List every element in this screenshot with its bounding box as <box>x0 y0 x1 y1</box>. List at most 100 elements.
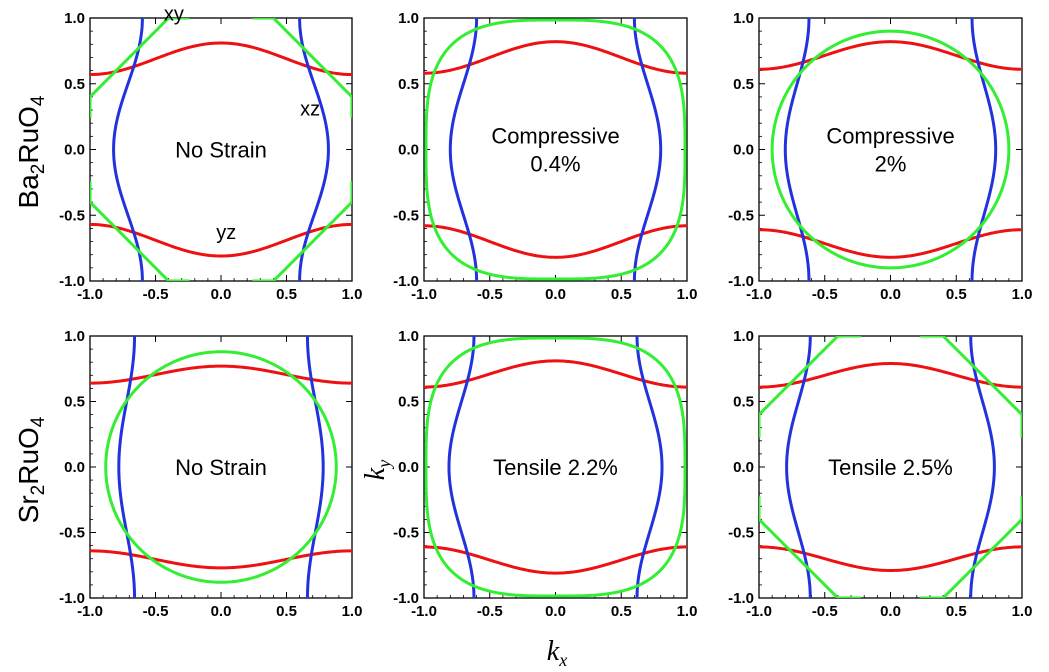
panel-curves <box>424 18 687 281</box>
xy-band-line <box>919 496 1022 598</box>
yz-band-line <box>424 545 687 575</box>
y-tick-label: -0.5 <box>59 525 85 542</box>
xy-band-line <box>424 18 687 281</box>
y-tick-label: 0.5 <box>64 394 85 411</box>
yz-band-line <box>424 359 687 389</box>
yz-band-line <box>90 364 352 385</box>
panel-label: Tensile 2.5% <box>828 455 953 480</box>
x-tick-label: -0.5 <box>477 603 503 620</box>
y-tick-label: -1.0 <box>393 273 419 290</box>
yz-band-line <box>424 224 687 259</box>
x-tick-label: 1.0 <box>342 603 363 620</box>
y-tick-label: 1.0 <box>64 328 85 345</box>
x-tick-label: 0.0 <box>545 286 566 303</box>
band-label-xz: xz <box>300 98 320 120</box>
x-tick-label: -1.0 <box>746 286 772 303</box>
yz-band-line <box>759 40 1022 71</box>
row-label-bottom: Sr2RuO4 <box>13 416 49 523</box>
xy-band-line <box>252 18 352 118</box>
xz-band-line <box>117 336 137 598</box>
y-tick-label: -1.0 <box>728 590 754 607</box>
xz-band-line <box>112 18 144 281</box>
x-tick-label: -0.5 <box>812 286 838 303</box>
xy-band-line <box>104 350 338 584</box>
xz-band-line <box>970 18 998 281</box>
yz-band-line <box>424 40 687 75</box>
y-tick-label: -1.0 <box>59 590 85 607</box>
panel-curves <box>90 336 352 598</box>
x-tick-label: 0.0 <box>880 286 901 303</box>
y-tick-label: 0.0 <box>64 459 85 476</box>
panel-ba-none: -1.0-1.0 -0.5 -0.5 0.0 0.0 0.5 0.5 1.0 1.0 No Str… <box>59 4 362 303</box>
x-tick-label: -1.0 <box>746 603 772 620</box>
xz-band-line <box>305 336 325 598</box>
panel-sr-none: -1.0-1.0 -0.5 -0.5 0.0 0.0 0.5 0.5 1.0 1.0 No Str… <box>59 328 362 620</box>
x-tick-label: 0.5 <box>276 603 297 620</box>
xz-band-line <box>298 18 330 281</box>
x-tick-label: 1.0 <box>677 286 698 303</box>
x-tick-label: -1.0 <box>77 286 103 303</box>
panel-curves <box>759 18 1022 281</box>
x-tick-label: 0.5 <box>946 603 967 620</box>
x-tick-label: -0.5 <box>143 603 169 620</box>
y-tick-label: 0.0 <box>733 142 754 159</box>
x-tick-label: 0.0 <box>880 603 901 620</box>
x-tick-label: 0.0 <box>211 286 232 303</box>
xz-band-line <box>632 18 663 281</box>
xz-band-line <box>783 18 811 281</box>
x-tick-label: -1.0 <box>411 286 437 303</box>
x-tick-label: -1.0 <box>77 603 103 620</box>
panel-label: No Strain <box>175 138 267 163</box>
panel-ba-comp04: -1.0-1.0 -0.5 -0.5 0.0 0.0 0.5 0.5 1.0 1.0 Compre… <box>393 10 697 303</box>
row-label-top: Ba2RuO4 <box>13 95 49 208</box>
xz-band-line <box>969 336 996 598</box>
y-tick-label: 1.0 <box>64 10 85 27</box>
panel-sr-tens22: -1.0-1.0 -0.5 -0.5 0.0 0.0 0.5 0.5 1.0 1.0 Tensil… <box>393 328 697 620</box>
xz-band-line <box>635 336 664 598</box>
panel-label: Tensile 2.2% <box>493 455 618 480</box>
xz-band-line <box>448 18 479 281</box>
y-tick-label: -1.0 <box>728 273 754 290</box>
y-tick-label: -0.5 <box>393 207 419 224</box>
y-tick-label: -1.0 <box>393 590 419 607</box>
y-tick-label: 0.5 <box>398 76 419 93</box>
xy-band-line <box>252 181 352 281</box>
xy-band-line <box>770 29 1011 270</box>
y-tick-label: 0.0 <box>733 459 754 476</box>
y-tick-label: -0.5 <box>393 525 419 542</box>
x-tick-label: 0.5 <box>611 286 632 303</box>
x-tick-label: 0.5 <box>276 286 297 303</box>
band-label-xy: xy <box>164 4 184 26</box>
x-tick-label: 1.0 <box>1012 286 1033 303</box>
x-tick-label: 1.0 <box>342 286 363 303</box>
panel-ba-comp2: -1.0-1.0 -0.5 -0.5 0.0 0.0 0.5 0.5 1.0 1.0 Compre… <box>728 10 1032 303</box>
panel-curves <box>90 18 352 281</box>
y-tick-label: -1.0 <box>59 273 85 290</box>
y-tick-label: 1.0 <box>733 10 754 27</box>
panel-label: Compressive <box>491 124 619 149</box>
y-tick-label: -0.5 <box>728 525 754 542</box>
y-tick-label: 1.0 <box>733 328 754 345</box>
xy-band-line <box>919 336 1022 438</box>
band-label-yz: yz <box>216 222 236 244</box>
panel-curves <box>424 336 687 598</box>
panel-label: No Strain <box>175 455 267 480</box>
panel-curves <box>759 336 1022 598</box>
xy-band-line <box>759 496 862 598</box>
panel-label: 0.4% <box>530 152 580 177</box>
y-tick-label: 0.5 <box>733 394 754 411</box>
yz-band-line <box>759 228 1022 259</box>
x-tick-label: -0.5 <box>812 603 838 620</box>
y-axis-label: ky <box>360 460 394 480</box>
y-tick-label: 1.0 <box>398 328 419 345</box>
x-tick-label: 0.0 <box>545 603 566 620</box>
yz-band-line <box>90 549 352 570</box>
y-tick-label: 0.5 <box>733 76 754 93</box>
xy-band-line <box>759 336 862 438</box>
y-tick-label: 0.5 <box>398 394 419 411</box>
x-tick-label: -0.5 <box>477 286 503 303</box>
y-tick-label: 0.0 <box>398 142 419 159</box>
x-tick-label: -0.5 <box>143 286 169 303</box>
xy-band-line <box>90 181 190 281</box>
